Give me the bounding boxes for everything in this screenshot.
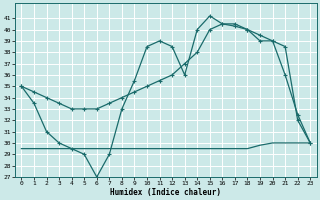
X-axis label: Humidex (Indice chaleur): Humidex (Indice chaleur) bbox=[110, 188, 221, 197]
